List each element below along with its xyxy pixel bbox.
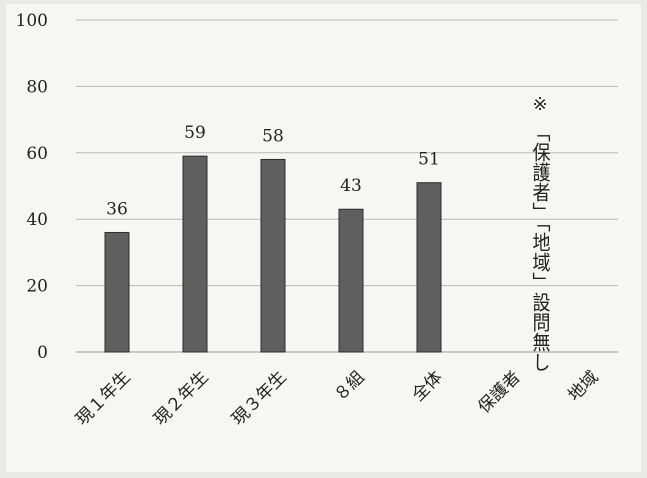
x-tick-label: 現１年生 [72,367,134,429]
bar [104,231,130,353]
bar [416,182,442,353]
data-label: 51 [418,150,440,170]
data-label: 59 [184,123,206,143]
y-tick-label: 60 [26,144,48,164]
data-label: 43 [340,176,362,196]
data-label: 36 [106,199,128,219]
data-labels: 36 59 58 43 51 [106,123,440,219]
bar [260,158,286,353]
annotation: ※ 「保護者」「地域」設問無し [530,94,551,372]
x-tick-label: 現３年生 [228,367,290,429]
x-tick-label: 地域 [564,367,602,405]
y-tick-label: 20 [26,277,48,297]
x-tick-label: ８組 [330,367,368,405]
bars [104,155,442,353]
y-tick-label: 0 [37,343,48,363]
x-tick-label: 全体 [408,367,446,405]
y-axis-ticks: 0 20 40 60 80 100 [16,11,48,363]
bar [182,155,208,353]
y-tick-label: 100 [16,11,48,31]
annotation-text: 「保護者」「地域」設問無し [530,122,551,372]
annotation-mark: ※ [532,94,547,115]
data-label: 58 [262,126,284,146]
x-tick-label: 現２年生 [150,367,212,429]
bar [338,208,364,353]
y-tick-label: 80 [26,77,48,97]
x-tick-label: 保護者 [474,367,524,417]
y-tick-label: 40 [26,210,48,230]
x-axis-labels: 現１年生 現２年生 現３年生 ８組 全体 保護者 地域 [72,367,602,429]
